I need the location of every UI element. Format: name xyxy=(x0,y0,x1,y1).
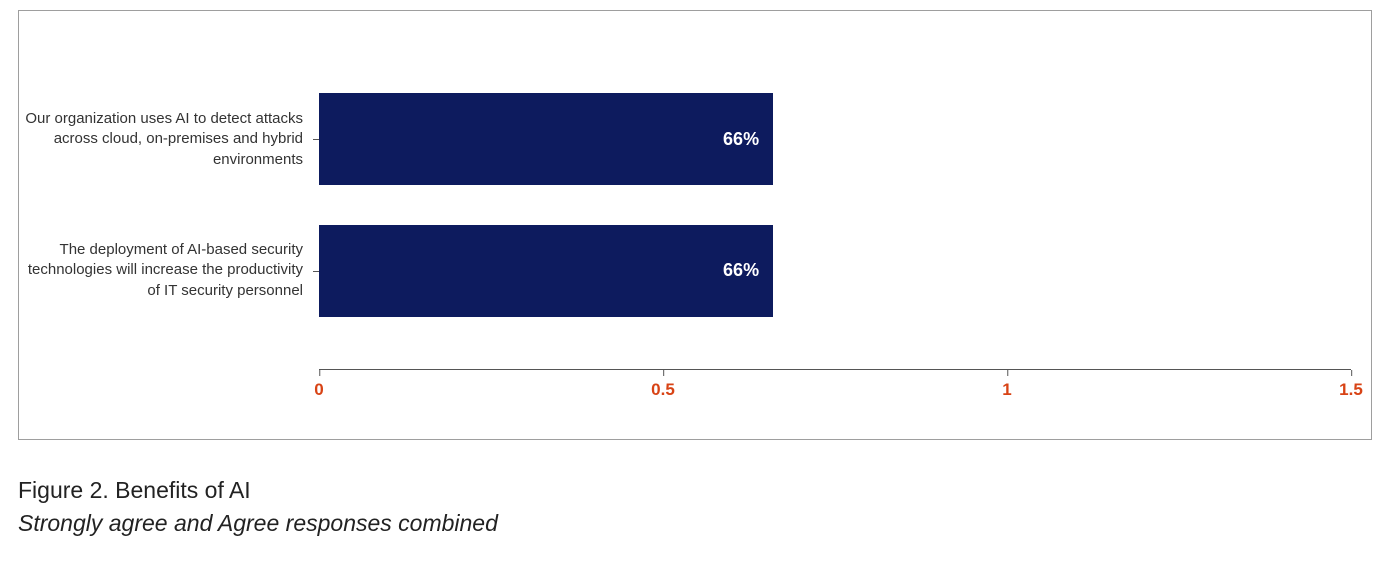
x-tick-label: 1.5 xyxy=(1339,380,1363,400)
y-tick-mark xyxy=(313,271,319,272)
x-tick-label: 1 xyxy=(1002,380,1011,400)
bar-value-label: 66% xyxy=(723,129,759,150)
x-tick: 1 xyxy=(1002,370,1011,400)
bar-row: The deployment of AI-based security tech… xyxy=(19,225,1371,317)
category-label: Our organization uses AI to detect attac… xyxy=(19,93,319,185)
x-tick-label: 0.5 xyxy=(651,380,675,400)
chart-frame: Our organization uses AI to detect attac… xyxy=(18,10,1372,440)
x-tick-mark xyxy=(319,370,320,376)
x-axis: 00.511.5 xyxy=(319,369,1351,399)
caption-subtitle: Strongly agree and Agree responses combi… xyxy=(18,507,1372,540)
x-tick-label: 0 xyxy=(314,380,323,400)
x-tick: 0 xyxy=(314,370,323,400)
category-label: The deployment of AI-based security tech… xyxy=(19,225,319,317)
bar-row: Our organization uses AI to detect attac… xyxy=(19,93,1371,185)
bar-track: 66% xyxy=(319,93,1351,185)
caption-title: Figure 2. Benefits of AI xyxy=(18,474,1372,507)
plot-area: Our organization uses AI to detect attac… xyxy=(19,41,1371,369)
bar: 66% xyxy=(319,225,773,317)
chart-inner: Our organization uses AI to detect attac… xyxy=(19,11,1371,439)
x-tick-mark xyxy=(1351,370,1352,376)
y-tick-mark xyxy=(313,139,319,140)
x-tick-mark xyxy=(1007,370,1008,376)
figure-caption: Figure 2. Benefits of AI Strongly agree … xyxy=(18,474,1372,541)
x-tick: 1.5 xyxy=(1339,370,1363,400)
bar-value-label: 66% xyxy=(723,260,759,281)
bar-track: 66% xyxy=(319,225,1351,317)
x-tick: 0.5 xyxy=(651,370,675,400)
x-tick-mark xyxy=(663,370,664,376)
page: Our organization uses AI to detect attac… xyxy=(0,0,1390,559)
bar: 66% xyxy=(319,93,773,185)
